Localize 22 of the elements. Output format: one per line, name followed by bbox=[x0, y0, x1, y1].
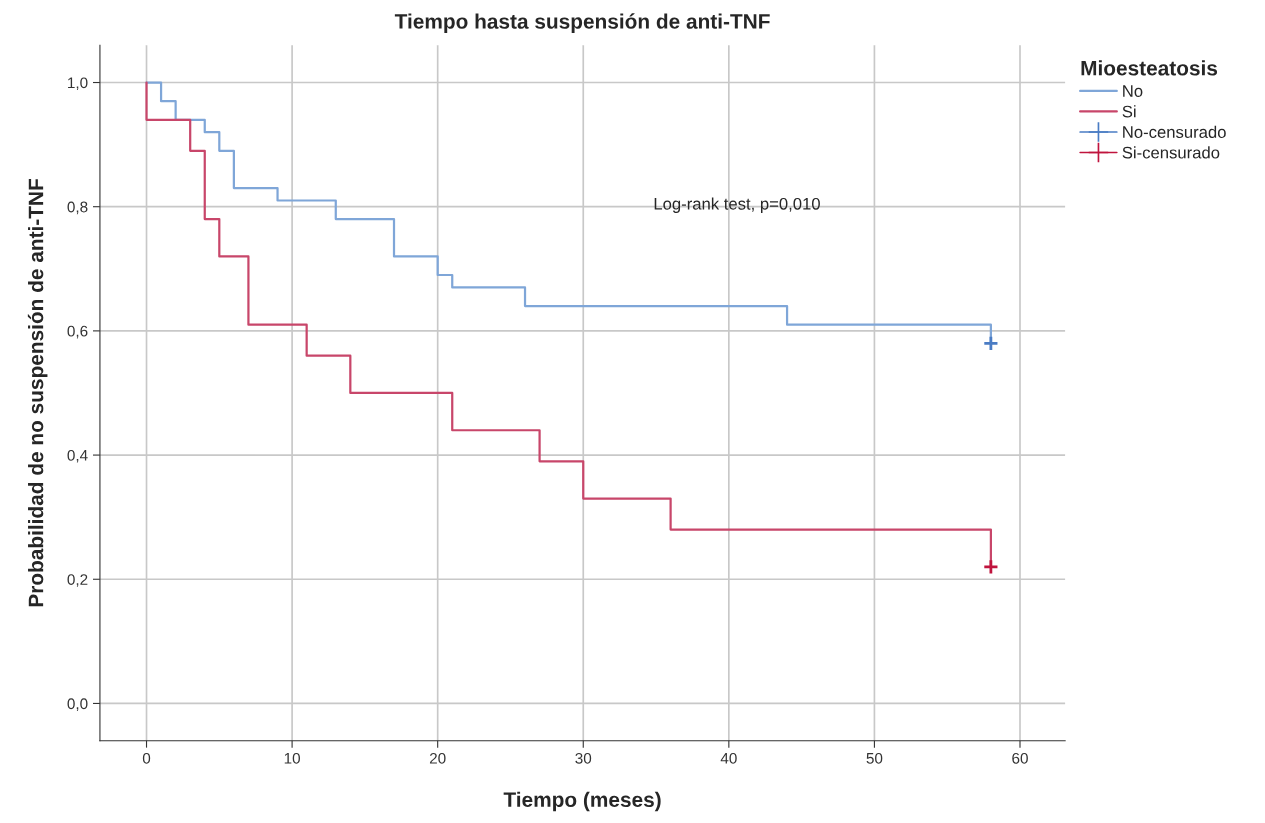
chart-title: Tiempo hasta suspensión de anti-TNF bbox=[394, 13, 770, 33]
x-tick-label: 60 bbox=[1012, 752, 1028, 764]
legend-label: Si-censurado bbox=[1122, 146, 1220, 159]
x-axis-title: Tiempo (meses) bbox=[503, 791, 661, 812]
y-tick-label: 0,0 bbox=[67, 698, 88, 711]
y-axis-title: Probabilidad de no suspensión de anti-TNF bbox=[27, 179, 48, 607]
y-tick-label: 0,4 bbox=[67, 449, 88, 463]
y-tick-label: 1,0 bbox=[68, 77, 88, 91]
y-tick-label: 0,8 bbox=[67, 201, 88, 215]
x-tick-label: 40 bbox=[720, 752, 737, 764]
annotation: Log-rank test, p=0,010 bbox=[654, 197, 820, 213]
legend-label: No-censurado bbox=[1123, 125, 1226, 138]
x-tick-label: 10 bbox=[284, 752, 300, 764]
legend-title: Mioesteatosis bbox=[1081, 60, 1218, 76]
x-tick-label: 30 bbox=[575, 752, 592, 764]
y-tick-label: 0,2 bbox=[67, 574, 88, 587]
legend-label: Si bbox=[1122, 105, 1136, 118]
legend-label: No bbox=[1123, 85, 1143, 97]
x-tick-label: 0 bbox=[142, 752, 151, 764]
y-tick-label: 0,6 bbox=[67, 325, 88, 339]
x-tick-label: 20 bbox=[429, 752, 446, 764]
x-tick-label: 50 bbox=[866, 752, 883, 764]
